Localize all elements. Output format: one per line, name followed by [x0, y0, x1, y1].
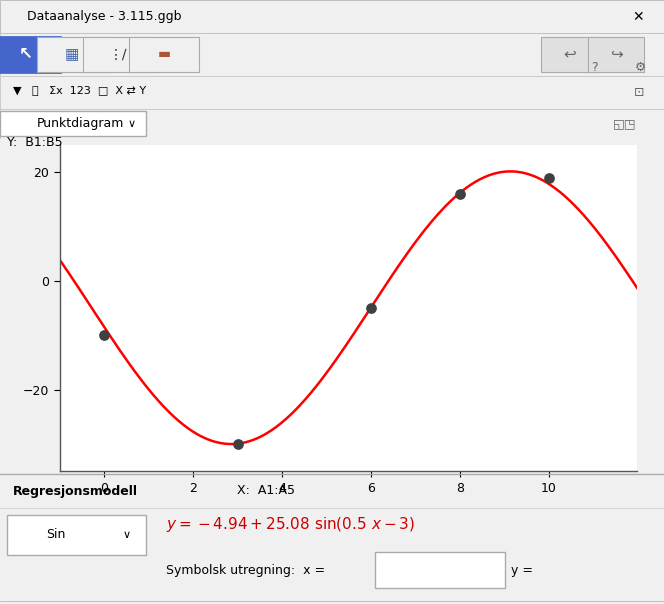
Text: ↩: ↩	[563, 47, 576, 62]
Text: ◱◳: ◱◳	[612, 117, 636, 130]
Text: ↪: ↪	[610, 47, 623, 62]
FancyBboxPatch shape	[7, 515, 146, 555]
Text: ∨: ∨	[127, 119, 135, 129]
FancyBboxPatch shape	[0, 0, 664, 33]
Point	[543, 173, 554, 182]
Text: ▼   ✋   Σx  123  □  X ⇄ Y: ▼ ✋ Σx 123 □ X ⇄ Y	[13, 85, 146, 95]
FancyBboxPatch shape	[0, 37, 60, 72]
Text: ↖: ↖	[19, 45, 32, 63]
Text: ▦: ▦	[64, 47, 79, 62]
Text: Regresjonsmodell: Regresjonsmodell	[13, 484, 138, 498]
FancyBboxPatch shape	[83, 37, 153, 72]
FancyBboxPatch shape	[0, 109, 664, 139]
Text: ∨: ∨	[122, 530, 130, 540]
Point	[99, 330, 110, 340]
FancyBboxPatch shape	[0, 33, 664, 76]
Text: Dataanalyse - 3.115.ggb: Dataanalyse - 3.115.ggb	[27, 10, 181, 23]
Text: Y:  B1:B5: Y: B1:B5	[7, 136, 62, 149]
FancyBboxPatch shape	[0, 76, 664, 109]
FancyBboxPatch shape	[129, 37, 199, 72]
Text: ⋮∕: ⋮∕	[109, 47, 127, 62]
Point	[454, 189, 465, 199]
FancyBboxPatch shape	[37, 37, 106, 72]
FancyBboxPatch shape	[375, 552, 505, 588]
Text: Symbolsk utregning:  x =: Symbolsk utregning: x =	[166, 564, 325, 577]
Text: ⚙: ⚙	[635, 60, 646, 74]
FancyBboxPatch shape	[0, 111, 146, 137]
Text: ⊡: ⊡	[633, 86, 644, 98]
Text: Sin: Sin	[46, 528, 66, 541]
FancyBboxPatch shape	[541, 37, 598, 72]
Point	[232, 439, 243, 449]
Text: X:  A1:A5: X: A1:A5	[236, 484, 295, 498]
FancyBboxPatch shape	[588, 37, 644, 72]
Text: ?: ?	[591, 60, 598, 74]
Text: ✕: ✕	[632, 10, 644, 24]
Point	[365, 303, 376, 313]
Text: Punktdiagram: Punktdiagram	[37, 117, 124, 130]
Text: ▬: ▬	[158, 47, 171, 62]
Text: y =: y =	[511, 564, 533, 577]
Text: $y = -4.94 + 25.08\ \sin(0.5\ x - 3)$: $y = -4.94 + 25.08\ \sin(0.5\ x - 3)$	[166, 515, 415, 534]
